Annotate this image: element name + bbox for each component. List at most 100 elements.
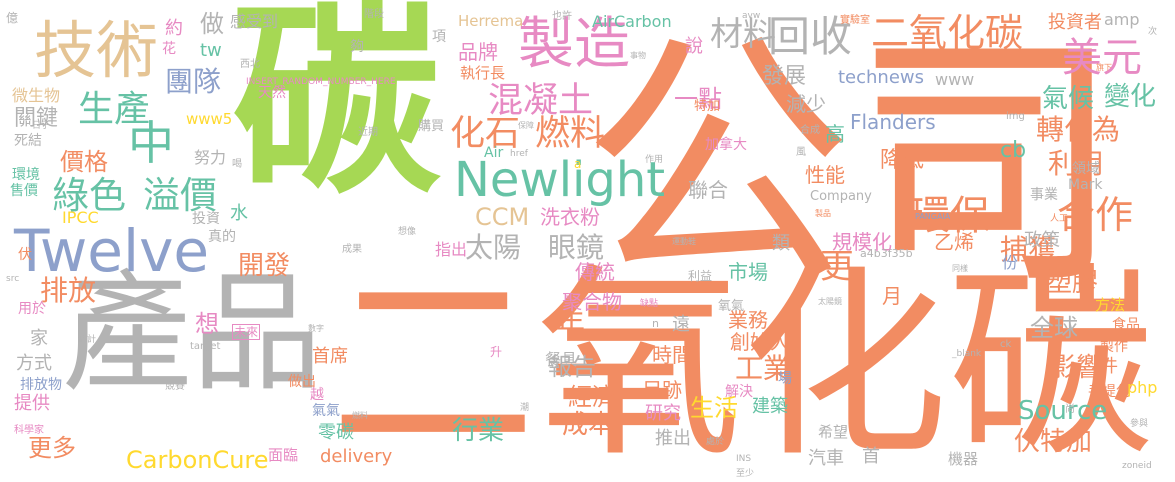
cloud-word: 天然	[258, 85, 286, 101]
cloud-word: 性能	[805, 163, 845, 187]
cloud-word: AirCarbon	[592, 12, 672, 31]
cloud-word: 成果	[342, 244, 362, 255]
cloud-word: 首席	[312, 346, 348, 367]
cloud-word: 發展	[762, 64, 807, 89]
cloud-word: tw	[200, 40, 222, 61]
cloud-word: www5	[186, 110, 233, 128]
cloud-word: 高	[825, 122, 845, 146]
cloud-word: 聯合	[688, 178, 728, 202]
cloud-word: 首	[862, 446, 880, 467]
cloud-word: 更多	[28, 434, 76, 462]
cloud-word: amp	[1104, 10, 1140, 29]
cloud-word: 利益	[688, 269, 713, 283]
cloud-word: 執行長	[460, 64, 506, 82]
cloud-word: 喝	[232, 159, 242, 170]
cloud-word: Twelve	[14, 217, 210, 285]
cloud-word: 約	[165, 18, 183, 39]
cloud-word: 製品	[815, 209, 831, 218]
cloud-word: 乙烯	[934, 230, 974, 254]
cloud-word: 材料	[710, 14, 776, 53]
cloud-word: 眼鏡	[548, 231, 605, 264]
cloud-word: 影響	[1050, 353, 1103, 383]
cloud-word: href	[510, 149, 528, 159]
cloud-word: 指出	[435, 240, 468, 259]
cloud-word: CarbonCure	[126, 446, 269, 474]
cloud-word: 手提包	[1088, 384, 1130, 400]
cloud-word: 未來	[232, 324, 261, 340]
cloud-word: 價格	[60, 148, 108, 176]
cloud-word: 團隊	[165, 65, 222, 98]
cloud-word: Source	[1018, 396, 1108, 426]
cloud-word: 次	[1148, 27, 1158, 37]
cloud-word: www	[935, 70, 975, 89]
cloud-word: 死結	[14, 133, 42, 149]
cloud-word: 轉化為	[1036, 113, 1121, 146]
cloud-word: 提供	[14, 393, 50, 414]
cloud-word: 洗衣粉	[540, 205, 600, 229]
cloud-word: n	[652, 317, 659, 330]
cloud-word: 至少	[736, 469, 755, 479]
cloud-word: 類	[772, 233, 790, 254]
cloud-word: cb	[1000, 138, 1027, 163]
cloud-word: _blank	[952, 349, 982, 359]
cloud-word: 運動鞋	[672, 237, 696, 246]
cloud-word: 尚	[1065, 404, 1075, 415]
cloud-word: 合作	[1057, 193, 1134, 237]
cloud-word: 化石	[450, 114, 521, 154]
cloud-word: 一點	[674, 85, 722, 113]
cloud-word: 二氧化碳	[871, 11, 1024, 55]
cloud-word: 方式	[16, 353, 52, 374]
cloud-word: 塑膠	[1046, 268, 1099, 298]
cloud-word: a4b3f35b	[860, 247, 913, 260]
cloud-word: 變化	[1104, 82, 1157, 112]
cloud-word: 家	[30, 328, 48, 349]
cloud-word: 公司	[582, 7, 1122, 322]
cloud-word: 特加	[694, 99, 721, 114]
cloud-word: 氣氣	[312, 403, 340, 419]
cloud-word: 全球	[1030, 314, 1078, 342]
cloud-word: 中國	[1002, 181, 1022, 192]
cloud-word: 作用	[645, 155, 664, 165]
cloud-word: 美元	[1062, 35, 1142, 81]
cloud-word: 競賽	[165, 381, 185, 392]
cloud-word: 關鍵	[14, 106, 59, 131]
cloud-word: 成本	[562, 410, 615, 440]
cloud-word: 處於	[706, 437, 725, 447]
cloud-word: 足跡	[642, 378, 682, 402]
cloud-word: 碳	[232, 0, 440, 223]
cloud-word: 燃料	[535, 114, 606, 154]
cloud-word: 氧氣	[718, 299, 745, 314]
cloud-word: PANGAIA	[915, 212, 951, 221]
cloud-word: Flanders	[850, 110, 936, 134]
cloud-word: 做出	[288, 374, 316, 390]
cloud-word: 用於	[18, 301, 46, 317]
cloud-word: 加拿大	[705, 137, 747, 153]
cloud-word: 數字	[308, 324, 324, 333]
cloud-word: 階段	[364, 9, 384, 20]
cloud-word: 研究	[645, 403, 681, 424]
cloud-word: 環保	[910, 193, 990, 239]
cloud-word: 回收	[768, 12, 853, 61]
cloud-word: 利用	[1048, 147, 1105, 180]
cloud-word: 希望	[818, 423, 849, 441]
cloud-word: 太陽鏡	[818, 297, 842, 306]
cloud-word: 燃料	[352, 411, 368, 420]
cloud-word: 實驗室	[840, 15, 870, 26]
cloud-word: 方法	[1095, 296, 1126, 314]
cloud-word: 生活	[690, 394, 738, 422]
cloud-word: 更	[820, 247, 854, 287]
cloud-word: img	[1006, 111, 1025, 122]
cloud-word: 事業	[1030, 187, 1058, 203]
cloud-word: 月	[882, 284, 902, 308]
cloud-word: 日子	[32, 121, 51, 131]
cloud-word: 估計	[78, 335, 97, 345]
cloud-word: 合成	[800, 125, 820, 136]
cloud-word: 建築	[752, 396, 788, 417]
cloud-word: Herrema	[458, 12, 524, 30]
cloud-word: 努力	[194, 148, 227, 167]
cloud-word: 減少	[786, 92, 826, 116]
cloud-word: IPCC	[62, 208, 99, 227]
cloud-word: CCM	[475, 203, 530, 231]
cloud-word: 市場	[728, 260, 768, 284]
cloud-word: INSERT_RANDOM_NUMBER_HERE	[246, 77, 396, 87]
